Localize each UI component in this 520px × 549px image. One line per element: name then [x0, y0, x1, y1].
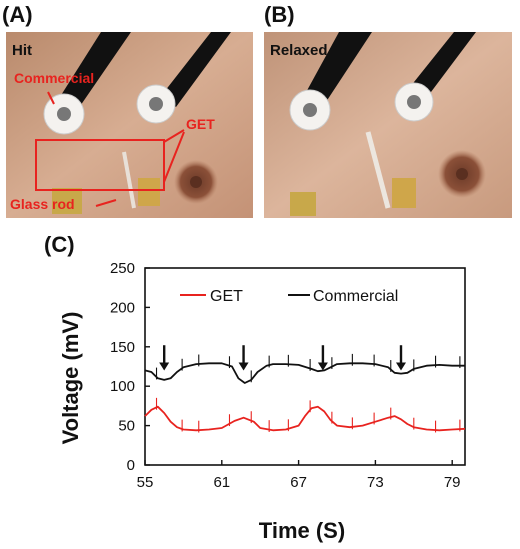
chart-ticks: 0 50 100 150 200 250 55 61 67 73 79 — [110, 260, 461, 491]
series-line-get — [144, 405, 466, 432]
panel-c-letter: (C) — [44, 232, 75, 257]
hit-arrow — [396, 345, 406, 371]
photo-hit — [6, 32, 253, 218]
x-tick-label: 55 — [137, 474, 154, 491]
hit-arrow — [238, 345, 249, 371]
y-tick-label: 0 — [127, 457, 135, 474]
voltage-chart: 0 50 100 150 200 250 55 61 67 73 79 GET Commercial… — [58, 260, 466, 543]
chart-series — [144, 353, 466, 433]
x-tick-label: 79 — [444, 474, 461, 491]
photo-relaxed-label: Relaxed — [270, 42, 328, 59]
hit-arrow — [159, 345, 170, 371]
chart-legend: GET Commercial — [180, 288, 398, 305]
panel-a-letter: (A) — [2, 2, 33, 27]
x-tick-label: 61 — [213, 474, 230, 491]
y-tick-label: 250 — [110, 260, 135, 277]
x-tick-label: 67 — [290, 474, 307, 491]
annotation-get: GET — [186, 116, 215, 132]
x-tick-label: 73 — [367, 474, 384, 491]
y-tick-label: 200 — [110, 299, 135, 316]
photo-relaxed — [264, 32, 512, 218]
annotation-commercial: Commercial — [14, 70, 95, 86]
panel-b-letter: (B) — [264, 2, 295, 27]
annotation-glass-rod: Glass rod — [10, 196, 75, 212]
y-tick-label: 50 — [118, 418, 135, 435]
legend-label-get: GET — [210, 288, 243, 305]
hit-arrow — [317, 345, 328, 371]
photo-hit-label: Hit — [12, 42, 32, 59]
chart-marks — [159, 345, 406, 371]
y-tick-label: 100 — [110, 378, 135, 395]
x-axis-label: Time (S) — [259, 518, 345, 543]
y-tick-label: 150 — [110, 339, 135, 356]
y-axis-label: Voltage (mV) — [58, 312, 83, 445]
legend-label-commercial: Commercial — [313, 288, 398, 305]
series-line-commercial — [144, 362, 465, 384]
